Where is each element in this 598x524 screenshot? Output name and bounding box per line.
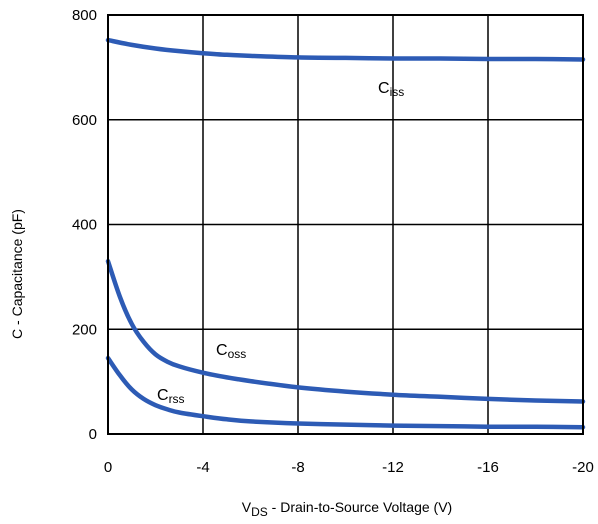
- series-line-coss: [105, 258, 586, 404]
- plot-frame: [107, 14, 584, 435]
- grid-lines: [108, 15, 583, 434]
- x-tick-label: -20: [572, 459, 594, 476]
- y-tick-label: 400: [72, 217, 97, 234]
- y-tick-label: 200: [72, 321, 97, 338]
- series-label-coss: Coss: [216, 342, 246, 361]
- series-line-ciss: [105, 37, 586, 62]
- series-label-crss: Crss: [157, 387, 185, 406]
- series-labels: Ciss Coss Crss: [157, 80, 404, 406]
- series-label-ciss: Ciss: [378, 80, 404, 99]
- x-axis-title: VDS - Drain-to-Source Voltage (V): [242, 499, 452, 519]
- y-tick-label: 0: [89, 426, 97, 443]
- x-tick-label: 0: [104, 459, 112, 476]
- x-tick-label: -4: [196, 459, 209, 476]
- y-tick-label: 600: [72, 112, 97, 129]
- x-tick-labels: 0 -4 -8 -12 -16 -20: [104, 459, 594, 476]
- x-tick-label: -12: [382, 459, 404, 476]
- y-axis-title: C - Capacitance (pF): [9, 209, 25, 339]
- x-tick-label: -8: [291, 459, 304, 476]
- y-tick-label: 800: [72, 7, 97, 24]
- x-tick-label: -16: [477, 459, 499, 476]
- series-line-crss: [105, 355, 586, 430]
- series-curves: [105, 37, 586, 430]
- y-tick-labels: 0 200 400 600 800: [72, 7, 97, 443]
